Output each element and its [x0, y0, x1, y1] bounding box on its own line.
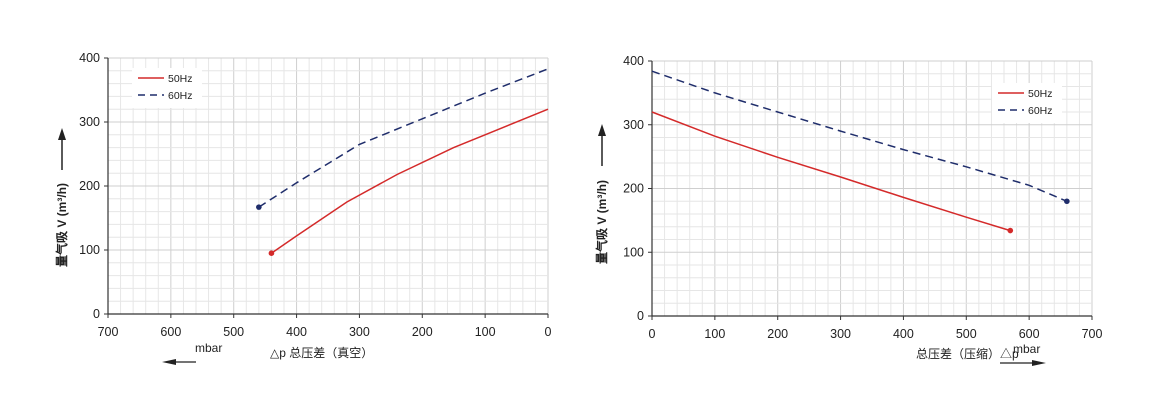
y-tick-label: 200 [623, 182, 644, 196]
x-tick-label: 500 [223, 325, 244, 339]
endpoint-marker [256, 204, 262, 210]
x-tick-label: 400 [286, 325, 307, 339]
endpoint-marker [268, 250, 275, 256]
x-axis-label: 总压差（压缩）△p [916, 346, 1019, 361]
y-tick-label: 200 [79, 179, 100, 193]
legend-label: 60Hz [168, 90, 193, 102]
x-tick-label: 700 [1082, 327, 1103, 341]
y-axis-label: 量气吸 V (m³/h) [594, 180, 609, 264]
x-unit-label: mbar [1013, 342, 1040, 356]
series-line-60Hz [258, 68, 549, 208]
x-tick-label: 100 [704, 327, 725, 341]
series-line-50Hz [270, 108, 549, 254]
y-tick-label: 400 [623, 54, 644, 68]
legend-label: 60Hz [1028, 105, 1053, 117]
chart-2: 0 100 200 300 400 500 600 700 0 100 200 300 400 50Hz 6… [594, 54, 1102, 366]
x-tick-label: 600 [160, 325, 181, 339]
legend-box [992, 83, 1062, 123]
series-line-60Hz [651, 70, 1068, 202]
legend-box [132, 68, 202, 108]
x-tick-label: 100 [475, 325, 496, 339]
y-tick-label: 0 [637, 309, 644, 323]
x-tick-label: 600 [1019, 327, 1040, 341]
legend: 50Hz 60Hz [992, 83, 1062, 123]
legend: 50Hz 60Hz [132, 68, 202, 108]
x-tick-label: 300 [830, 327, 851, 341]
x-unit-label: mbar [195, 341, 222, 355]
endpoint-marker [1007, 227, 1014, 234]
y-arrow-head-icon [598, 124, 606, 136]
x-tick-label: 0 [649, 327, 656, 341]
x-arrow-head-icon [162, 359, 176, 365]
y-tick-label: 0 [93, 307, 100, 321]
x-tick-label: 200 [412, 325, 433, 339]
x-tick-label: 200 [767, 327, 788, 341]
endpoint-marker [1064, 198, 1070, 205]
y-axis-label: 量气吸 V (m³/h) [54, 183, 69, 267]
x-arrow-head-icon [1032, 360, 1046, 366]
chart-1: 700 600 500 400 300 200 100 0 0 100 200 300 400 50Hz 6… [54, 51, 552, 365]
y-arrow-head-icon [58, 128, 66, 140]
series-line-50Hz [651, 111, 1011, 232]
x-tick-label: 700 [98, 325, 119, 339]
grid [107, 57, 549, 315]
y-tick-label: 400 [79, 51, 100, 65]
x-axis-label: △p 总压差（真空） [270, 346, 373, 360]
x-tick-label: 0 [545, 325, 552, 339]
legend-label: 50Hz [168, 73, 193, 85]
legend-label: 50Hz [1028, 88, 1053, 100]
x-tick-label: 400 [893, 327, 914, 341]
y-tick-label: 300 [623, 118, 644, 132]
x-tick-label: 300 [349, 325, 370, 339]
y-tick-label: 100 [79, 243, 100, 257]
x-tick-label: 500 [956, 327, 977, 341]
y-tick-label: 100 [623, 245, 644, 259]
y-tick-label: 300 [79, 115, 100, 129]
